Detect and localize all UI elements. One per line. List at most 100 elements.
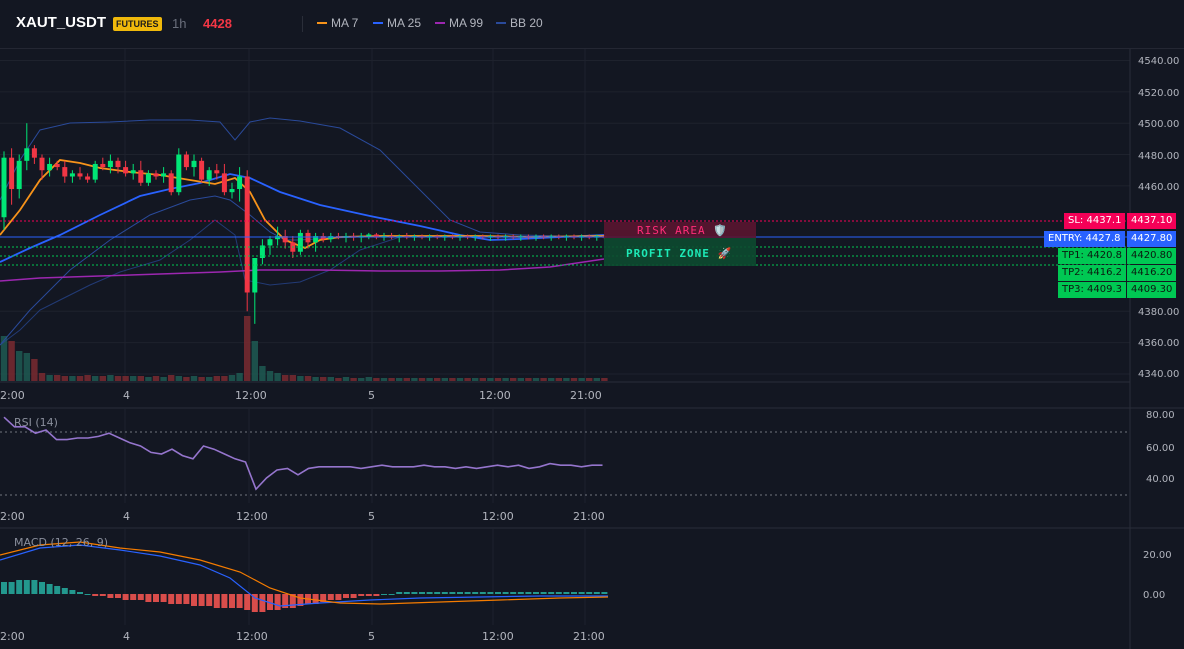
macd-hist-bar — [517, 592, 524, 594]
macd-hist-bar — [297, 594, 304, 606]
rsi-tick: 60.00 — [1146, 443, 1175, 454]
macd-hist-bar — [343, 594, 349, 598]
volume-bar — [350, 378, 357, 381]
volume-bar — [525, 378, 532, 381]
macd-hist-bar — [213, 594, 220, 608]
volume-bar — [403, 378, 410, 381]
macd-hist-bar — [586, 592, 593, 594]
macd-hist-bar — [358, 594, 365, 596]
ma99-swatch — [435, 21, 445, 24]
volume-bar — [76, 376, 84, 381]
volume-bar — [289, 375, 296, 381]
legend-ma25[interactable]: MA 25 — [373, 16, 421, 30]
grid-lines — [0, 49, 1130, 625]
candle-body — [153, 173, 159, 177]
volume-bar — [84, 375, 91, 381]
macd-hist-bar — [61, 588, 68, 594]
volume-bar — [297, 376, 304, 381]
candle-body — [259, 245, 265, 259]
macd-hist-bar — [525, 592, 532, 594]
legend-divider — [302, 16, 303, 32]
tp3-tag-right: 4409.30 — [1127, 282, 1177, 298]
time-label: 21:00 — [573, 630, 605, 643]
macd-hist-bar — [122, 594, 129, 600]
time-label: 21:00 — [573, 510, 605, 523]
volume-bar — [282, 375, 289, 381]
candle-body — [282, 236, 288, 243]
macd-hist-bar — [229, 594, 235, 608]
candle-body — [313, 236, 319, 243]
candle-body — [31, 148, 37, 158]
volume-bar — [213, 376, 220, 381]
macd-hist-bar — [434, 592, 441, 594]
volume-bar — [434, 378, 441, 381]
volume-bar — [570, 378, 578, 381]
macd-hist-bar — [77, 592, 83, 594]
candles — [1, 123, 607, 324]
legend-ma7-label: MA 7 — [331, 16, 359, 30]
sl-tag-left: SL: 4437.1 — [1064, 213, 1126, 229]
candle-body — [328, 236, 334, 240]
candle-body — [77, 173, 83, 177]
macd-hist-bar — [1, 582, 7, 594]
macd-hist-bar — [221, 594, 228, 608]
volume-bar — [312, 377, 319, 381]
macd-hist-bar — [130, 594, 137, 600]
macd-hist-bar — [84, 594, 91, 595]
time-label: 5 — [368, 389, 375, 402]
macd-hist-bar — [289, 594, 296, 608]
macd-hist-bar — [175, 594, 182, 604]
volume-bar — [510, 378, 517, 381]
macd-hist-bar — [411, 592, 418, 594]
interval-selector[interactable]: 1h — [172, 16, 187, 31]
candle-body — [206, 170, 212, 180]
volume-bar — [236, 373, 243, 381]
moving-averages — [0, 159, 605, 282]
macd-hist-bar — [183, 594, 190, 604]
volume-bar — [540, 378, 547, 381]
macd-hist-bar — [259, 594, 266, 612]
sl-tag-right: 4437.10 — [1127, 213, 1177, 229]
ma25-line — [0, 173, 605, 263]
candle-body — [366, 234, 372, 237]
macd-hist-bar — [502, 592, 509, 594]
macd-hist-bar — [46, 584, 53, 594]
legend-ma7[interactable]: MA 7 — [317, 16, 358, 30]
candle-body — [244, 176, 250, 293]
volume-bar — [160, 377, 167, 381]
volume-bar — [449, 378, 456, 381]
macd-hist-bar — [145, 594, 152, 602]
volume-bar — [266, 371, 274, 381]
candle-body — [16, 160, 22, 190]
time-axis: 2:00 4 12:00 5 12:00 21:00 — [0, 389, 602, 402]
time-label: 4 — [123, 630, 130, 643]
price-tick: 4480.00 — [1138, 151, 1179, 162]
volume-bar — [137, 376, 144, 381]
macd-hist-bar — [274, 594, 281, 610]
macd-hist-bar — [403, 592, 410, 594]
macd-hist-bar — [191, 594, 197, 606]
macd-hist-bar — [251, 594, 258, 612]
macd-hist-bar — [548, 592, 555, 594]
macd-hist-bar — [388, 594, 395, 595]
symbol-name[interactable]: XAUT_USDT — [16, 14, 107, 31]
rsi-time-axis: 2:00 4 12:00 5 12:00 21:00 — [0, 510, 605, 523]
macd-hist-bar — [441, 592, 448, 594]
macd-hist-bar — [479, 592, 486, 594]
candle-body — [138, 170, 144, 183]
legend-ma25-label: MA 25 — [387, 16, 422, 30]
legend-bb20[interactable]: BB 20 — [496, 16, 543, 30]
profit-zone-label: PROFIT ZONE 🚀 — [626, 247, 732, 260]
price-tick: 4460.00 — [1138, 182, 1179, 193]
rsi-label: RSI (14) — [14, 416, 58, 429]
legend-ma99[interactable]: MA 99 — [435, 16, 483, 30]
candle-body — [39, 157, 45, 171]
candle-body — [115, 160, 121, 168]
volume-bar — [198, 377, 205, 381]
time-label: 4 — [123, 510, 130, 523]
volume-bar — [502, 378, 509, 381]
volume-bar — [190, 376, 198, 381]
candle-body — [252, 258, 258, 293]
volume-bar — [373, 378, 380, 381]
